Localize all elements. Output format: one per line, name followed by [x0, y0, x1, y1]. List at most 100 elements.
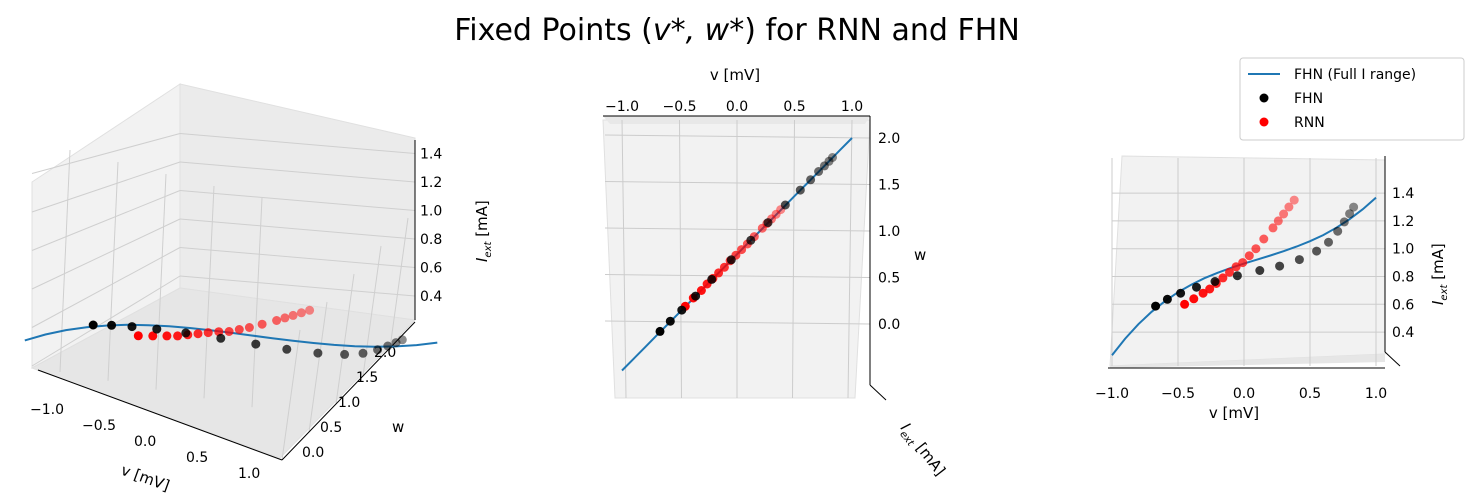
rnn-point — [244, 323, 254, 332]
v-axis-line — [37, 369, 283, 461]
fhn-point — [251, 339, 261, 349]
rnn-point — [714, 268, 724, 278]
fhn-point — [665, 316, 675, 326]
v-tick-label: 0.5 — [783, 99, 805, 115]
w-axis-label: w — [914, 246, 926, 264]
plot-data — [1111, 195, 1377, 356]
fhn-point — [313, 348, 323, 358]
w-tick-label: 1.0 — [878, 224, 900, 240]
rnn-point — [1189, 294, 1199, 304]
fhn-point — [1339, 217, 1349, 227]
legend-marker-swatch — [1259, 93, 1269, 103]
grid-line — [335, 273, 355, 405]
grid-line — [107, 161, 119, 381]
w-axis-line — [1384, 351, 1401, 367]
v-tick-label: 1.0 — [841, 99, 863, 115]
grid-line — [179, 247, 416, 268]
fhn-point — [340, 349, 350, 359]
v-tick-label: 1.0 — [1365, 386, 1387, 402]
grid-lines — [604, 119, 871, 399]
fhn-point — [1312, 246, 1322, 256]
rnn-point — [1244, 251, 1254, 261]
grid-line — [31, 275, 181, 367]
v-tick-label: −1.0 — [30, 402, 64, 418]
fhn-point — [763, 218, 773, 228]
w-tick-label: 1.5 — [356, 370, 378, 386]
w-tick-label: 0.5 — [878, 271, 900, 287]
rnn-point — [148, 331, 158, 341]
iext-tick-label: 0.6 — [1392, 297, 1414, 313]
rnn-point — [1225, 267, 1234, 277]
legend-marker-swatch — [1259, 117, 1269, 127]
fhn-point — [795, 185, 805, 195]
grid-line — [679, 119, 682, 399]
grid-line — [59, 149, 71, 373]
rnn-point — [1180, 299, 1190, 309]
v-tick-label: 0.5 — [1299, 386, 1321, 402]
iext-tick-label: 1.4 — [1392, 186, 1414, 202]
fhn-point — [1176, 288, 1186, 298]
v-tick-label: −0.5 — [1161, 386, 1195, 402]
fhn-point — [391, 338, 401, 348]
v-tick-label: 0.0 — [1233, 386, 1255, 402]
grid-line — [31, 190, 181, 251]
grid-line — [308, 301, 328, 433]
rnn-point — [1218, 273, 1228, 283]
grid-line — [251, 197, 263, 408]
rnn-point — [1273, 216, 1283, 226]
rnn-point — [305, 305, 315, 315]
iext-tick-label: 1.0 — [420, 204, 442, 220]
rnn-point — [1268, 223, 1278, 233]
grid-line — [604, 134, 871, 139]
fhn-point — [88, 320, 98, 330]
rnn-point — [1231, 262, 1241, 272]
fhn-point — [127, 322, 137, 332]
v-tick-label: −0.5 — [82, 418, 116, 434]
fhn-point — [216, 333, 226, 343]
panel-v-w-view: −1.0 −0.5 0.0 0.5 1.00.00.51.01.52.0 v [mV] … — [602, 66, 949, 479]
rnn-point — [257, 319, 267, 329]
grid-line — [621, 119, 627, 399]
rnn-point — [224, 327, 234, 336]
panel-3d-perspective: −1.0−0.50.00.51.00.00.51.01.52.00.40.60.… — [24, 83, 494, 495]
w-axis-line — [281, 321, 416, 461]
v-axis-label: v [mV] — [119, 461, 172, 495]
fhn-point — [677, 305, 687, 315]
w-tick-label: 1.0 — [338, 395, 360, 411]
pane-back-wall — [179, 83, 416, 321]
grid-line — [281, 329, 301, 461]
rnn-point — [296, 308, 306, 318]
v-tick-label: 0.0 — [726, 99, 748, 115]
iext-tick-label: 1.4 — [420, 147, 442, 163]
iext-axis-line — [869, 384, 887, 401]
iext-tick-label: 1.2 — [420, 175, 442, 191]
legend: FHN (Full I range) FHN RNN — [1239, 57, 1465, 141]
grid-line — [604, 181, 871, 185]
rnn-point — [203, 328, 213, 338]
rnn-point — [1198, 288, 1208, 298]
fhn-point — [397, 335, 407, 345]
rnn-point — [193, 329, 203, 339]
fhn-point — [1210, 277, 1220, 286]
fhn-point — [1349, 202, 1359, 212]
iext-tick-label: 0.8 — [420, 232, 442, 248]
fhn-point — [358, 348, 368, 358]
rnn-point — [1279, 209, 1289, 219]
v-tick-label: 0.0 — [134, 434, 156, 450]
plot-data — [24, 305, 438, 359]
legend-label: FHN — [1294, 91, 1323, 107]
iext-tick-label: 0.4 — [420, 289, 442, 305]
grid-line — [31, 161, 181, 213]
grid-line — [31, 133, 181, 174]
rnn-point — [280, 313, 290, 323]
iext-tick-label: 0.8 — [1392, 270, 1414, 286]
grid-line — [847, 119, 853, 399]
fhn-point — [746, 235, 756, 245]
v-tick-label: 1.0 — [238, 466, 260, 482]
fhn-point — [814, 167, 824, 176]
grid-line — [155, 173, 167, 390]
rnn-point — [737, 245, 747, 255]
pane-main — [1109, 155, 1386, 367]
fhn-point — [181, 328, 191, 338]
